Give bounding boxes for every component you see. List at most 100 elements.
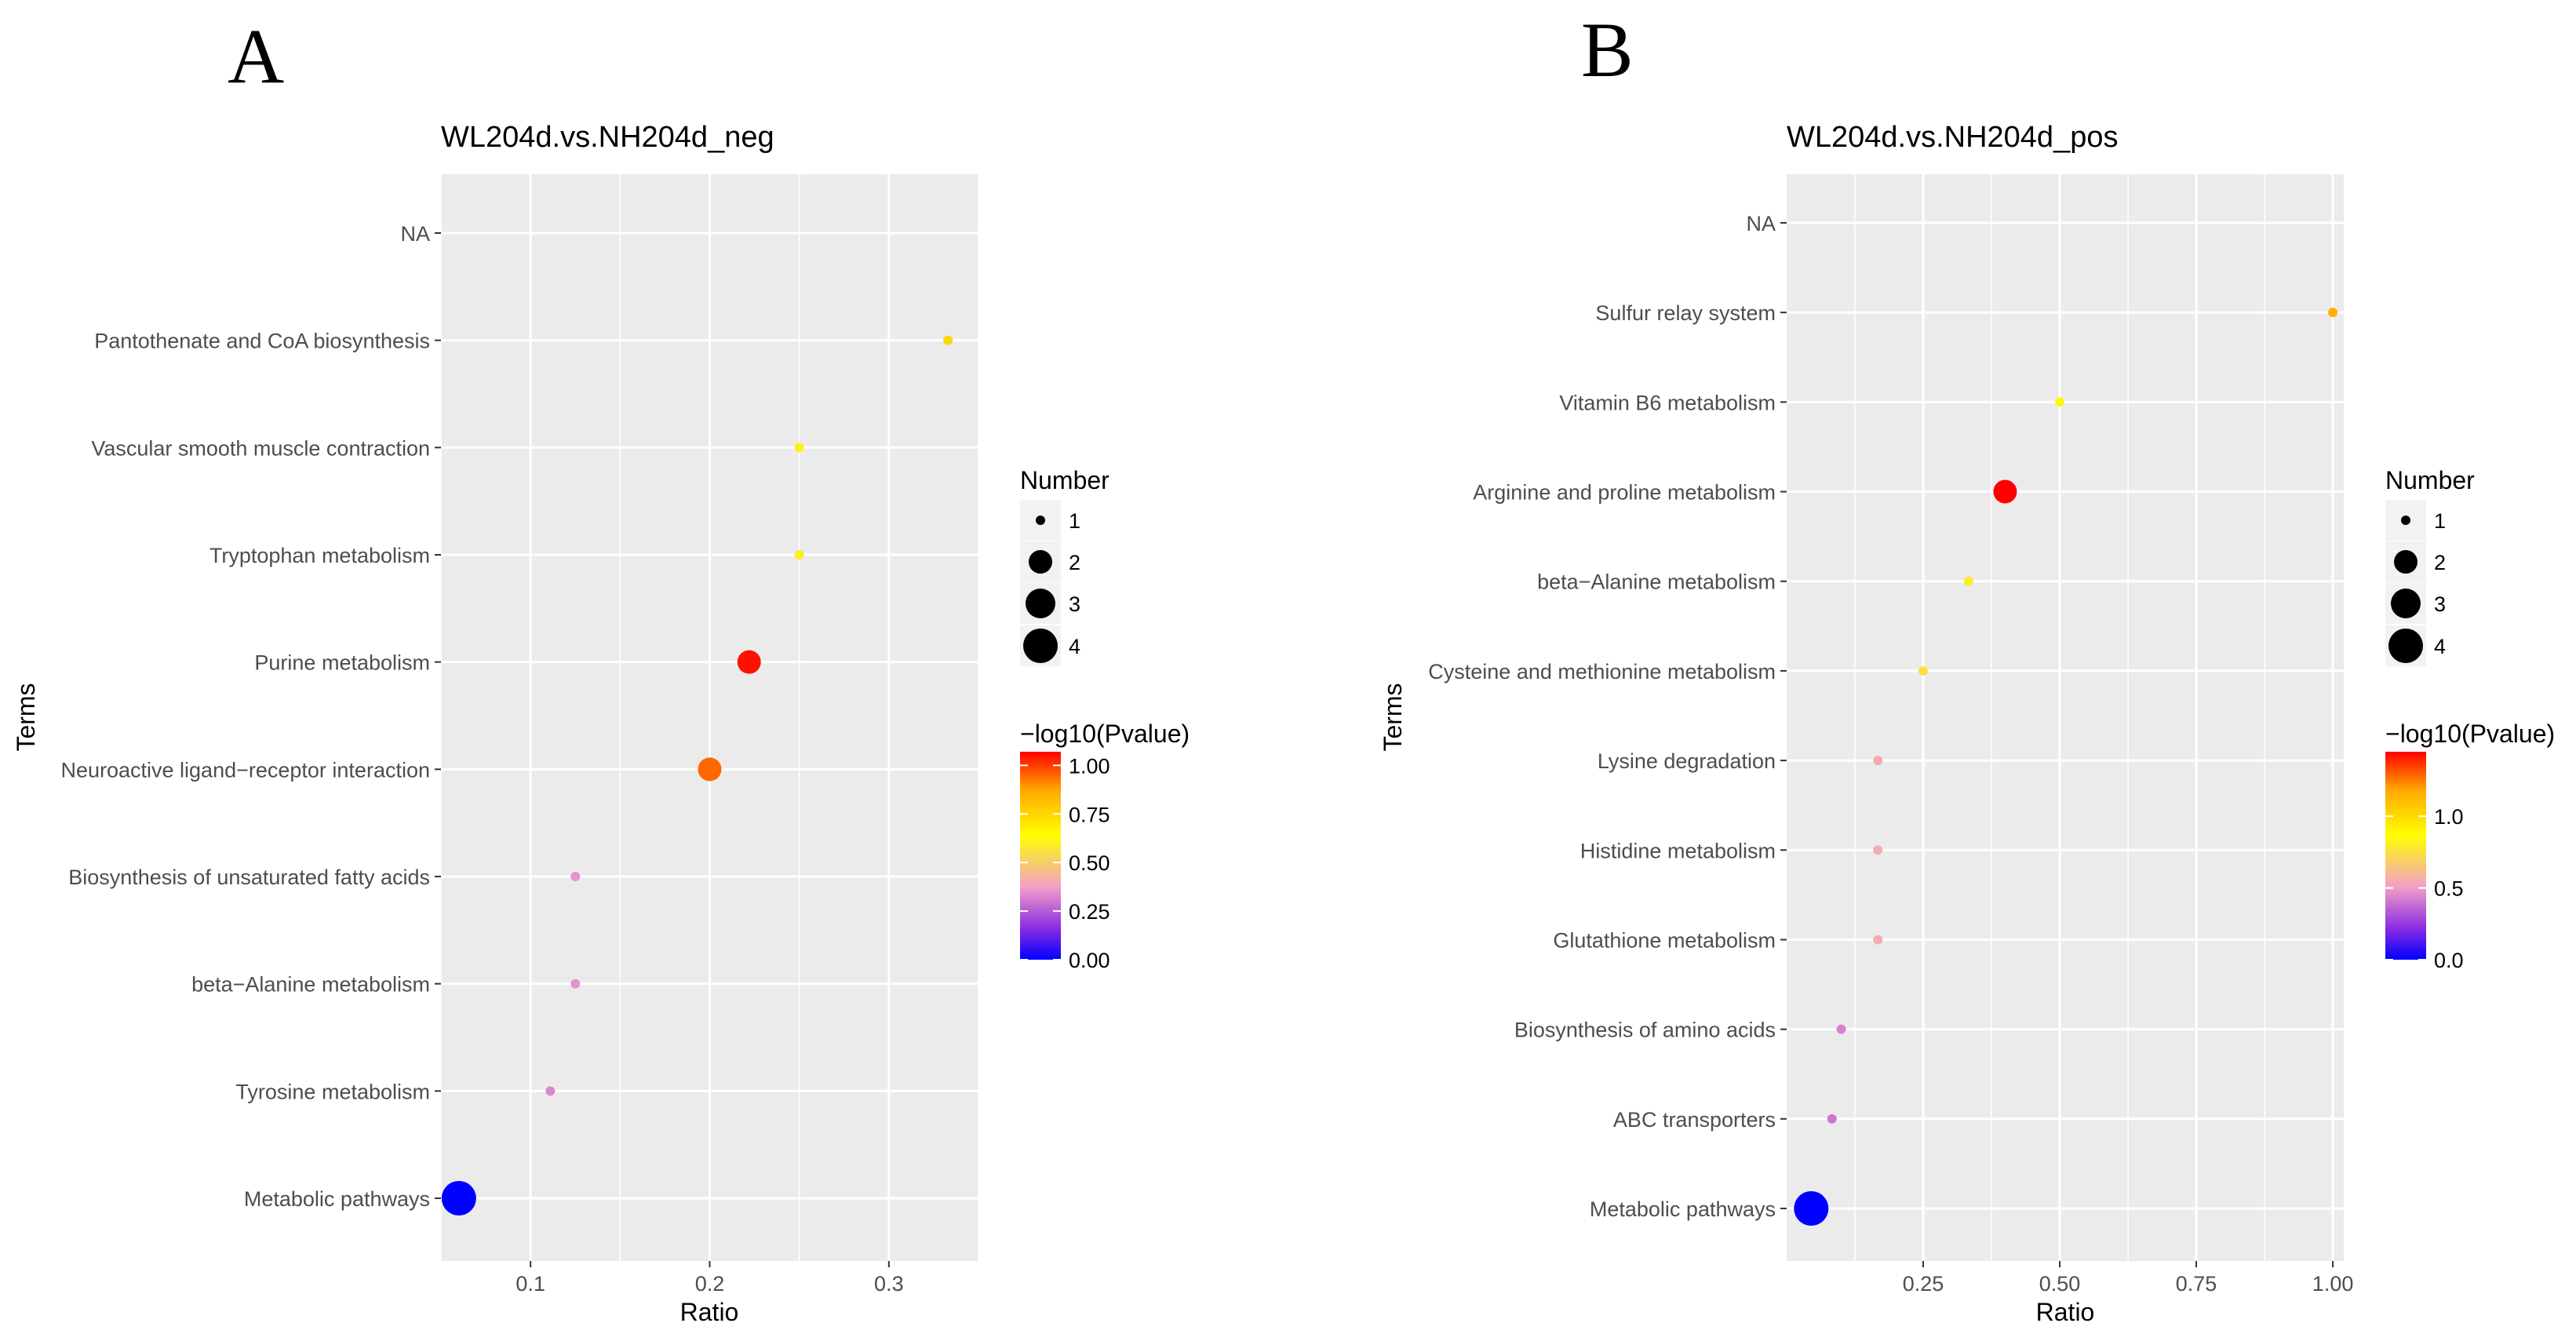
size-legend-b: Number 1 2 3 4 — [2385, 466, 2475, 666]
x-tick-label: 0.25 — [1903, 1272, 1944, 1296]
y-tick-label: ABC transporters — [1613, 1108, 1776, 1132]
size-key-dot — [1026, 589, 1055, 618]
size-legend-a: Number 1 2 3 4 — [1020, 466, 1109, 666]
panel-label-b: B — [1581, 6, 1634, 93]
x-tick-label: 0.3 — [874, 1272, 904, 1296]
x-tick-label: 0.2 — [695, 1272, 725, 1296]
y-tick-label: Sulfur relay system — [1595, 301, 1776, 325]
y-tick-label: Purine metabolism — [254, 651, 430, 675]
size-key-label: 1 — [1069, 509, 1080, 533]
size-key-label: 3 — [2434, 592, 2446, 616]
size-key-label: 3 — [1069, 592, 1080, 616]
x-ticks-a: 0.1 0.2 0.3 — [516, 1261, 904, 1296]
size-key-dot — [1029, 550, 1052, 574]
data-points-b — [1794, 308, 2338, 1226]
data-point — [1993, 479, 2017, 504]
size-key-label: 4 — [2434, 635, 2446, 658]
x-tick-label: 0.50 — [2039, 1272, 2081, 1296]
size-key-label: 1 — [2434, 509, 2446, 533]
panel-a: A WL204d.vs.NH204d_neg Metabolic pathway… — [12, 13, 1190, 1326]
color-legend-b: −log10(Pvalue) 0.0 0.5 1.0 — [2385, 720, 2555, 972]
colorbar-tick-label: 0.75 — [1069, 803, 1110, 826]
colorbar-tick-label: 0.5 — [2434, 877, 2464, 901]
y-tick-label: Biosynthesis of unsaturated fatty acids — [68, 866, 430, 889]
colorbar-tick-label: 0.25 — [1069, 900, 1110, 924]
y-tick-label: Arginine and proline metabolism — [1473, 481, 1776, 505]
data-point — [1873, 935, 1883, 945]
y-tick-label: Pantothenate and CoA biosynthesis — [94, 330, 430, 353]
color-legend-title-a: −log10(Pvalue) — [1020, 720, 1190, 748]
y-tick-label: Lysine degradation — [1598, 749, 1776, 773]
y-tick-label: beta−Alanine metabolism — [1537, 570, 1776, 594]
data-point — [1963, 576, 1973, 586]
size-key-label: 2 — [1069, 551, 1080, 574]
color-bar-b — [2385, 752, 2426, 960]
colorbar-tick-label: 0.50 — [1069, 851, 1110, 875]
y-tick-label: Cysteine and methionine metabolism — [1428, 660, 1776, 683]
panel-label-a: A — [228, 13, 284, 100]
y-tick-label: Metabolic pathways — [1590, 1197, 1776, 1221]
y-tick-label: Vitamin B6 metabolism — [1559, 391, 1776, 414]
data-point — [794, 550, 804, 559]
size-key-dot — [2391, 589, 2421, 618]
x-tick-label: 0.1 — [516, 1272, 545, 1296]
y-tick-label: beta−Alanine metabolism — [191, 973, 430, 997]
y-tick-label: Tyrosine metabolism — [235, 1080, 430, 1103]
y-axis-label-a: Terms — [12, 683, 40, 751]
size-key-dot — [2388, 629, 2423, 663]
color-bar-a — [1020, 752, 1061, 960]
data-point — [2055, 397, 2065, 407]
data-point — [1794, 1191, 1829, 1226]
y-tick-label: NA — [1746, 212, 1776, 235]
data-point — [570, 979, 581, 989]
chart-title-a: WL204d.vs.NH204d_neg — [441, 121, 774, 154]
size-key-label: 2 — [2434, 551, 2446, 574]
colorbar-tick-label: 1.0 — [2434, 805, 2464, 829]
color-legend-title-b: −log10(Pvalue) — [2385, 720, 2555, 748]
data-point — [943, 335, 953, 345]
colorbar-tick-label: 1.00 — [1069, 754, 1110, 778]
data-point — [1873, 756, 1883, 766]
plot-panel-b — [1787, 174, 2344, 1261]
color-legend-a: −log10(Pvalue) 0.00 0.25 0.50 0.75 1.00 — [1020, 720, 1190, 972]
y-axis-label-b: Terms — [1379, 683, 1407, 751]
data-point — [698, 757, 722, 782]
y-tick-label: Biosynthesis of amino acids — [1514, 1019, 1776, 1042]
data-point — [2328, 308, 2338, 318]
gridlines-b — [1787, 174, 2344, 1261]
gridlines-a — [440, 174, 979, 1261]
y-tick-label: NA — [400, 222, 430, 246]
y-tick-label: Vascular smooth muscle contraction — [91, 436, 430, 460]
data-point — [570, 872, 581, 881]
size-key-dot — [1023, 629, 1058, 663]
colorbar-tick-label: 0.0 — [2434, 949, 2464, 972]
data-point — [1827, 1113, 1837, 1124]
x-ticks-b: 0.25 0.50 0.75 1.00 — [1903, 1261, 2354, 1296]
panel-b: B WL204d.vs.NH204d_pos Metabolic pathway… — [1379, 6, 2555, 1326]
y-tick-label: Neuroactive ligand−receptor interaction — [60, 758, 430, 782]
y-tick-label: Histidine metabolism — [1580, 839, 1776, 862]
term-labels-b: Metabolic pathways ABC transporters Biosyn… — [1428, 212, 1787, 1221]
data-point — [441, 1181, 476, 1216]
colorbar-tick-label: 0.00 — [1069, 949, 1110, 972]
y-tick-label: Tryptophan metabolism — [210, 544, 430, 567]
data-point — [794, 443, 804, 453]
data-point — [1873, 845, 1883, 855]
x-tick-label: 1.00 — [2312, 1272, 2354, 1296]
size-key-dot — [2401, 516, 2410, 525]
data-points-a — [441, 335, 953, 1216]
x-tick-label: 0.75 — [2176, 1272, 2217, 1296]
size-legend-title-a: Number — [1020, 466, 1109, 494]
size-key-label: 4 — [1069, 635, 1080, 658]
y-tick-label: Glutathione metabolism — [1553, 928, 1776, 952]
y-tick-label: Metabolic pathways — [244, 1187, 430, 1211]
chart-title-b: WL204d.vs.NH204d_pos — [1787, 121, 2118, 154]
size-key-dot — [1036, 516, 1045, 525]
term-labels-a: Metabolic pathways Tyrosine metabolism bet… — [60, 222, 441, 1211]
x-axis-label-b: Ratio — [2036, 1298, 2095, 1326]
size-key-dot — [2394, 550, 2418, 574]
data-point — [737, 650, 761, 674]
size-legend-title-b: Number — [2385, 466, 2475, 494]
x-axis-label-a: Ratio — [680, 1298, 739, 1326]
